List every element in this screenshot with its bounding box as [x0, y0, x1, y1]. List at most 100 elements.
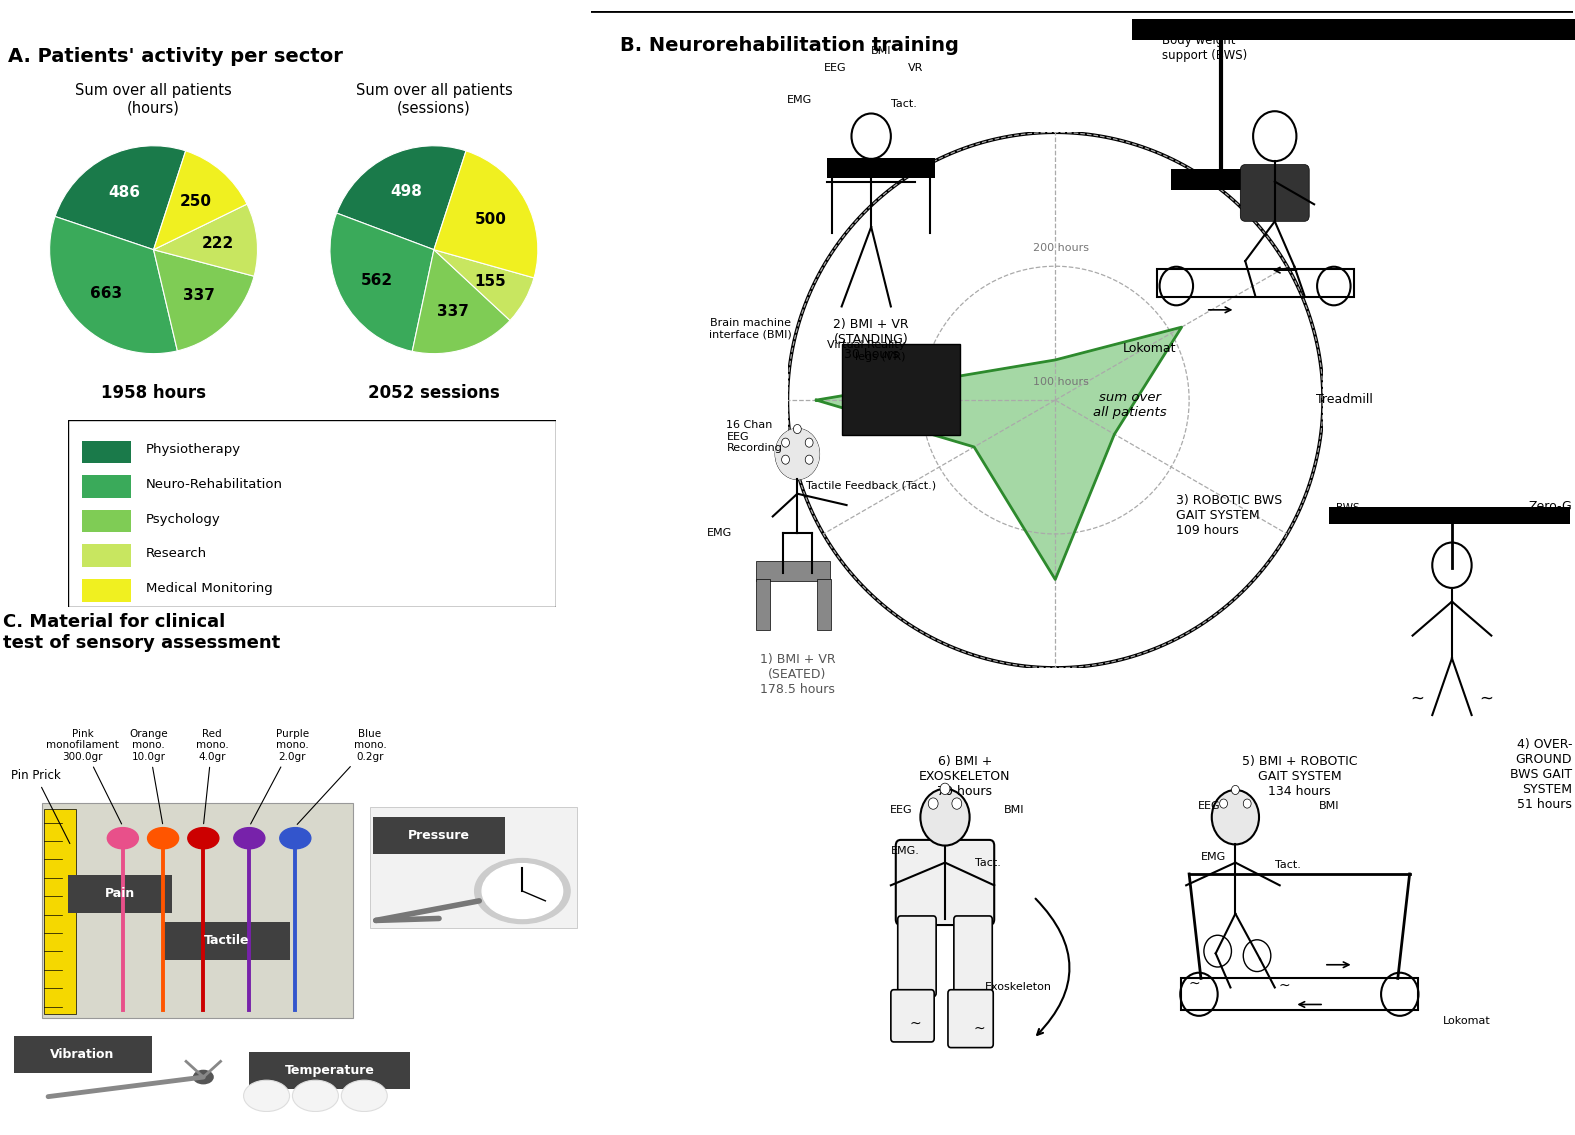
Bar [756, 561, 830, 581]
Circle shape [244, 1081, 290, 1111]
Text: 16 Chan
EEG
Recording: 16 Chan EEG Recording [726, 420, 783, 453]
Bar [1156, 269, 1353, 297]
Text: Pink
monofilament
300.0gr: Pink monofilament 300.0gr [46, 729, 121, 824]
Text: ~: ~ [1411, 689, 1424, 707]
Text: BMI: BMI [1003, 806, 1024, 815]
Circle shape [805, 438, 813, 447]
Circle shape [1232, 785, 1240, 794]
Circle shape [1243, 799, 1251, 808]
Text: B. Neurorehabilitation training: B. Neurorehabilitation training [621, 36, 959, 56]
Text: 3) ROBOTIC BWS
GAIT SYSTEM
109 hours: 3) ROBOTIC BWS GAIT SYSTEM 109 hours [1177, 494, 1282, 537]
Circle shape [775, 429, 819, 479]
Wedge shape [55, 145, 186, 250]
Text: 337: 337 [438, 304, 469, 319]
Circle shape [1219, 799, 1227, 808]
Bar [1329, 507, 1570, 524]
Text: EMG: EMG [788, 95, 813, 104]
Text: Tact.: Tact. [1274, 860, 1301, 869]
Text: 5) BMI + ROBOTIC
GAIT SYSTEM
134 hours: 5) BMI + ROBOTIC GAIT SYSTEM 134 hours [1241, 755, 1358, 798]
Text: Lokomat: Lokomat [1123, 342, 1177, 355]
Wedge shape [435, 151, 537, 278]
Text: 155: 155 [474, 274, 506, 288]
Text: C. Material for clinical
test of sensory assessment: C. Material for clinical test of sensory… [3, 613, 280, 651]
Text: A. Patients' activity per sector: A. Patients' activity per sector [8, 47, 343, 66]
FancyBboxPatch shape [373, 817, 506, 854]
Text: 100 hours: 100 hours [1033, 377, 1088, 387]
Wedge shape [154, 204, 257, 276]
Text: 222: 222 [202, 236, 233, 251]
Text: EMG.: EMG. [891, 847, 920, 856]
Text: 500: 500 [474, 212, 507, 227]
Bar [1172, 169, 1269, 190]
Text: EEG: EEG [824, 64, 846, 73]
Wedge shape [50, 217, 178, 354]
Bar [827, 158, 936, 178]
Circle shape [805, 455, 813, 464]
Text: Physiotherapy: Physiotherapy [146, 444, 241, 456]
Text: Temperature: Temperature [285, 1063, 375, 1076]
Circle shape [781, 455, 789, 464]
Title: Sum over all patients
(sessions): Sum over all patients (sessions) [356, 83, 512, 116]
Circle shape [280, 827, 310, 849]
Wedge shape [337, 145, 466, 250]
FancyBboxPatch shape [954, 916, 992, 997]
Text: Psychology: Psychology [146, 513, 220, 526]
FancyBboxPatch shape [370, 807, 576, 928]
Title: Sum over all patients
(hours): Sum over all patients (hours) [76, 83, 232, 116]
Text: Neuro-Rehabilitation: Neuro-Rehabilitation [146, 478, 284, 491]
Text: 4) OVER-
GROUND
BWS GAIT
SYSTEM
51 hours: 4) OVER- GROUND BWS GAIT SYSTEM 51 hours [1510, 738, 1572, 810]
Text: Orange
mono.
10.0gr: Orange mono. 10.0gr [129, 729, 169, 824]
Text: 2052 sessions: 2052 sessions [369, 384, 499, 402]
Text: EMG: EMG [707, 529, 732, 538]
Text: Exoskeleton: Exoskeleton [986, 983, 1052, 992]
Text: Lokomat: Lokomat [1443, 1017, 1490, 1026]
FancyBboxPatch shape [82, 579, 131, 602]
Text: BMI: BMI [1318, 801, 1339, 810]
Text: EMG: EMG [1200, 852, 1227, 861]
Text: Tactile Feedback (Tact.): Tactile Feedback (Tact.) [806, 481, 936, 490]
Text: 337: 337 [183, 288, 214, 303]
Text: BWS: BWS [1336, 503, 1359, 513]
Wedge shape [154, 151, 247, 250]
Text: Pain: Pain [106, 888, 135, 900]
Text: Tactile: Tactile [203, 934, 249, 948]
Text: Treadmill: Treadmill [1317, 393, 1373, 406]
FancyBboxPatch shape [898, 916, 936, 997]
FancyBboxPatch shape [82, 510, 131, 532]
FancyBboxPatch shape [82, 545, 131, 568]
Circle shape [233, 827, 265, 849]
Text: ~: ~ [1479, 689, 1493, 707]
Text: Red
mono.
4.0gr: Red mono. 4.0gr [195, 729, 228, 824]
FancyBboxPatch shape [43, 802, 353, 1018]
Text: 663: 663 [90, 286, 121, 301]
Text: Brain machine
interface (BMI): Brain machine interface (BMI) [709, 318, 792, 339]
Text: Blue
mono.
0.2gr: Blue mono. 0.2gr [298, 729, 386, 824]
FancyBboxPatch shape [164, 923, 290, 959]
Circle shape [194, 1070, 213, 1084]
Text: ~: ~ [1279, 978, 1290, 993]
Text: Research: Research [146, 547, 206, 561]
FancyBboxPatch shape [68, 420, 556, 607]
Text: Medical Monitoring: Medical Monitoring [146, 582, 272, 595]
Text: Body weight
support (BWS): Body weight support (BWS) [1162, 34, 1247, 62]
Wedge shape [413, 250, 510, 354]
Bar [1132, 19, 1575, 40]
Text: Pressure: Pressure [408, 829, 469, 841]
FancyBboxPatch shape [896, 840, 994, 925]
Text: ~: ~ [1188, 976, 1200, 991]
Text: 250: 250 [180, 194, 211, 209]
Text: Tact.: Tact. [891, 100, 917, 109]
Text: EEG: EEG [1197, 801, 1221, 810]
Text: 486: 486 [109, 185, 140, 200]
Text: ~: ~ [910, 1016, 921, 1031]
Circle shape [482, 864, 562, 918]
Text: 6) BMI +
EXOSKELETON
70 hours: 6) BMI + EXOSKELETON 70 hours [918, 755, 1011, 798]
Wedge shape [154, 250, 254, 351]
Bar [817, 579, 832, 630]
Text: EEG: EEG [890, 806, 912, 815]
FancyBboxPatch shape [68, 875, 172, 913]
FancyBboxPatch shape [14, 1036, 151, 1074]
Circle shape [187, 827, 219, 849]
FancyBboxPatch shape [948, 990, 994, 1048]
Text: sum over
all patients: sum over all patients [1093, 392, 1167, 420]
